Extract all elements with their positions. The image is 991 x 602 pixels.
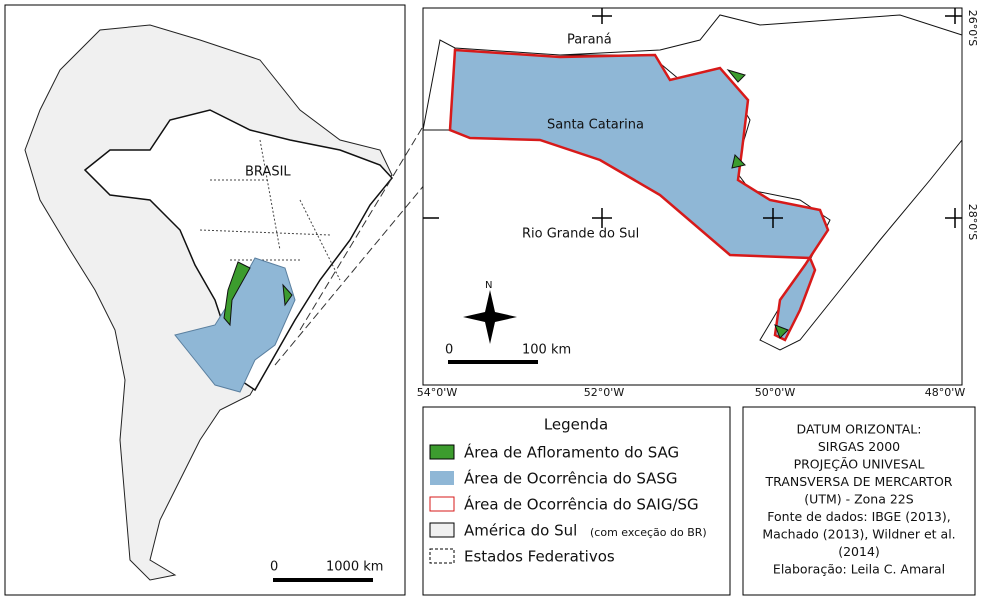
sag-area-small bbox=[223, 261, 293, 327]
legend-item: Área de Ocorrência do SAIG/SG bbox=[464, 495, 699, 514]
sasg-area bbox=[448, 48, 830, 342]
zoom-line bbox=[299, 89, 446, 331]
zoom-line bbox=[274, 159, 446, 366]
scale-bar bbox=[448, 360, 538, 364]
lat-label: 28°0'S bbox=[966, 204, 979, 241]
graticule bbox=[423, 8, 962, 228]
sag-area bbox=[726, 69, 789, 339]
legend-item: Área de Ocorrência do SASG bbox=[464, 469, 678, 488]
legend-swatch bbox=[429, 548, 455, 564]
info-line: PROJEÇÃO UNIVESAL bbox=[794, 457, 925, 472]
country-label: BRASIL bbox=[245, 165, 291, 180]
region-label: Santa Catarina bbox=[547, 118, 644, 133]
lon-label: 48°0'W bbox=[925, 386, 966, 399]
info-line: Fonte de dados: IBGE (2013), bbox=[767, 509, 951, 524]
info-line: DATUM ORIZONTAL: bbox=[797, 422, 922, 437]
legend-swatch bbox=[429, 444, 455, 460]
info-lines: DATUM ORIZONTAL: SIRGAS 2000 PROJEÇÃO UNIV… bbox=[762, 422, 955, 577]
info-line: Machado (2013), Wildner et al. bbox=[762, 527, 955, 542]
legend-box bbox=[422, 406, 731, 596]
brazil bbox=[83, 109, 393, 392]
region-label: Paraná bbox=[567, 33, 612, 48]
legend-item: Área de Afloramento do SAG bbox=[464, 443, 679, 462]
scale-start: 0 bbox=[270, 560, 278, 575]
info-line: SIRGAS 2000 bbox=[818, 439, 900, 454]
legend-item: América do Sul bbox=[464, 522, 577, 540]
legend-swatch bbox=[429, 522, 455, 538]
lat-label: 26°0'S bbox=[966, 10, 979, 47]
north-label: N bbox=[485, 280, 492, 291]
state-borders bbox=[199, 139, 341, 281]
info-line: TRANSVERSA DE MERCARTOR bbox=[765, 474, 953, 489]
scale-bar bbox=[273, 578, 373, 582]
lon-label: 50°0'W bbox=[755, 386, 796, 399]
legend-swatch bbox=[429, 496, 455, 512]
lon-label: 52°0'W bbox=[584, 386, 625, 399]
region-label: Rio Grande do Sul bbox=[522, 227, 639, 242]
legend-note: (com exceção do BR) bbox=[590, 526, 707, 539]
info-box bbox=[742, 406, 976, 596]
legend-item: Estados Federativos bbox=[464, 548, 615, 566]
info-line: (2014) bbox=[838, 544, 880, 559]
lon-label: 54°0'W bbox=[417, 386, 458, 399]
legend-title: Legenda bbox=[544, 416, 608, 434]
scale-end: 1000 km bbox=[326, 560, 383, 575]
scale-start: 0 bbox=[445, 343, 453, 358]
info-line: Elaboração: Leila C. Amaral bbox=[773, 562, 945, 577]
scale-end: 100 km bbox=[522, 343, 571, 358]
north-arrow bbox=[463, 290, 517, 344]
legend-swatch bbox=[430, 471, 454, 485]
info-line: (UTM) - Zona 22S bbox=[804, 492, 913, 507]
